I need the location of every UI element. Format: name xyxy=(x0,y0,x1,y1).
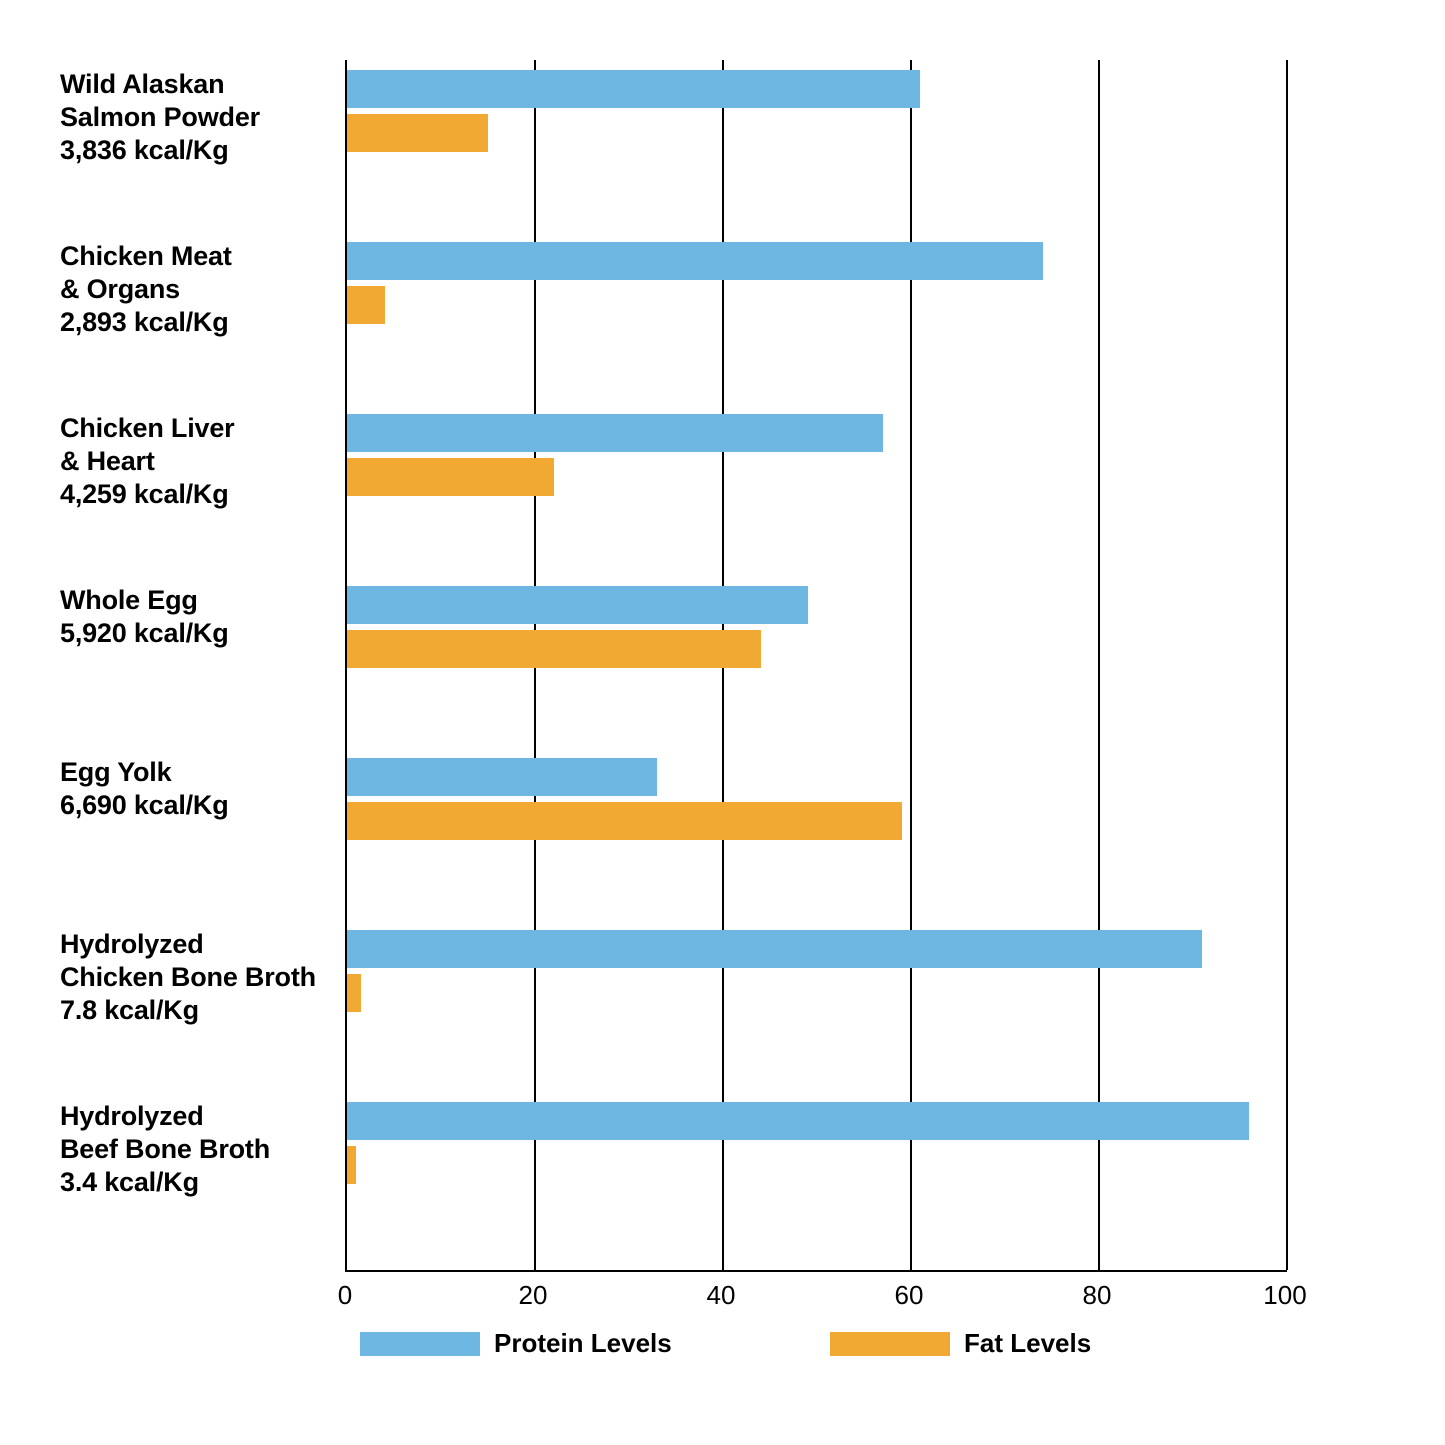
plot-area xyxy=(345,60,1287,1272)
protein-bar xyxy=(347,414,883,452)
nutrition-bar-chart: 0 20 40 60 80 100 Wild AlaskanSalmon Powder3,8… xyxy=(0,0,1445,1445)
fat-bar xyxy=(347,286,385,324)
protein-bar xyxy=(347,70,920,108)
gridline xyxy=(1286,60,1288,1270)
x-tick-label: 40 xyxy=(707,1280,736,1311)
category-label-line: 4,259 kcal/Kg xyxy=(60,478,325,511)
legend-item-protein: Protein Levels xyxy=(360,1328,672,1359)
legend-item-fat: Fat Levels xyxy=(830,1328,1091,1359)
fat-bar xyxy=(347,1146,356,1184)
x-tick-label: 80 xyxy=(1083,1280,1112,1311)
protein-bar xyxy=(347,930,1202,968)
category-label-line: Hydrolyzed xyxy=(60,1100,325,1133)
legend-label: Protein Levels xyxy=(494,1328,672,1359)
x-tick-label: 100 xyxy=(1263,1280,1306,1311)
category-label-line: Chicken Bone Broth xyxy=(60,961,325,994)
category-label: Chicken Liver& Heart4,259 kcal/Kg xyxy=(60,412,325,511)
fat-bar xyxy=(347,974,361,1012)
protein-bar xyxy=(347,758,657,796)
category-label-line: Egg Yolk xyxy=(60,756,325,789)
fat-bar xyxy=(347,458,554,496)
legend-swatch xyxy=(360,1332,480,1356)
x-tick-label: 60 xyxy=(895,1280,924,1311)
legend-swatch xyxy=(830,1332,950,1356)
category-label-line: 5,920 kcal/Kg xyxy=(60,617,325,650)
category-label: Chicken Meat& Organs2,893 kcal/Kg xyxy=(60,240,325,339)
protein-bar xyxy=(347,586,808,624)
category-label-line: & Heart xyxy=(60,445,325,478)
category-label-line: Beef Bone Broth xyxy=(60,1133,325,1166)
category-label-line: 6,690 kcal/Kg xyxy=(60,789,325,822)
category-label-line: Chicken Meat xyxy=(60,240,325,273)
fat-bar xyxy=(347,802,902,840)
x-tick-label: 20 xyxy=(519,1280,548,1311)
category-label-line: 2,893 kcal/Kg xyxy=(60,306,325,339)
category-label-line: Whole Egg xyxy=(60,584,325,617)
category-label: Whole Egg5,920 kcal/Kg xyxy=(60,584,325,650)
category-label-line: Salmon Powder xyxy=(60,101,325,134)
category-label-line: 3.4 kcal/Kg xyxy=(60,1166,325,1199)
fat-bar xyxy=(347,630,761,668)
category-label-line: 3,836 kcal/Kg xyxy=(60,134,325,167)
category-label-line: Chicken Liver xyxy=(60,412,325,445)
protein-bar xyxy=(347,1102,1249,1140)
category-label: HydrolyzedBeef Bone Broth3.4 kcal/Kg xyxy=(60,1100,325,1199)
category-label-line: & Organs xyxy=(60,273,325,306)
category-label: Wild AlaskanSalmon Powder3,836 kcal/Kg xyxy=(60,68,325,167)
gridline xyxy=(1098,60,1100,1270)
protein-bar xyxy=(347,242,1043,280)
category-label-line: 7.8 kcal/Kg xyxy=(60,994,325,1027)
category-label: Egg Yolk6,690 kcal/Kg xyxy=(60,756,325,822)
category-label-line: Wild Alaskan xyxy=(60,68,325,101)
x-tick-label: 0 xyxy=(338,1280,352,1311)
category-label-line: Hydrolyzed xyxy=(60,928,325,961)
legend-label: Fat Levels xyxy=(964,1328,1091,1359)
category-label: HydrolyzedChicken Bone Broth7.8 kcal/Kg xyxy=(60,928,325,1027)
fat-bar xyxy=(347,114,488,152)
